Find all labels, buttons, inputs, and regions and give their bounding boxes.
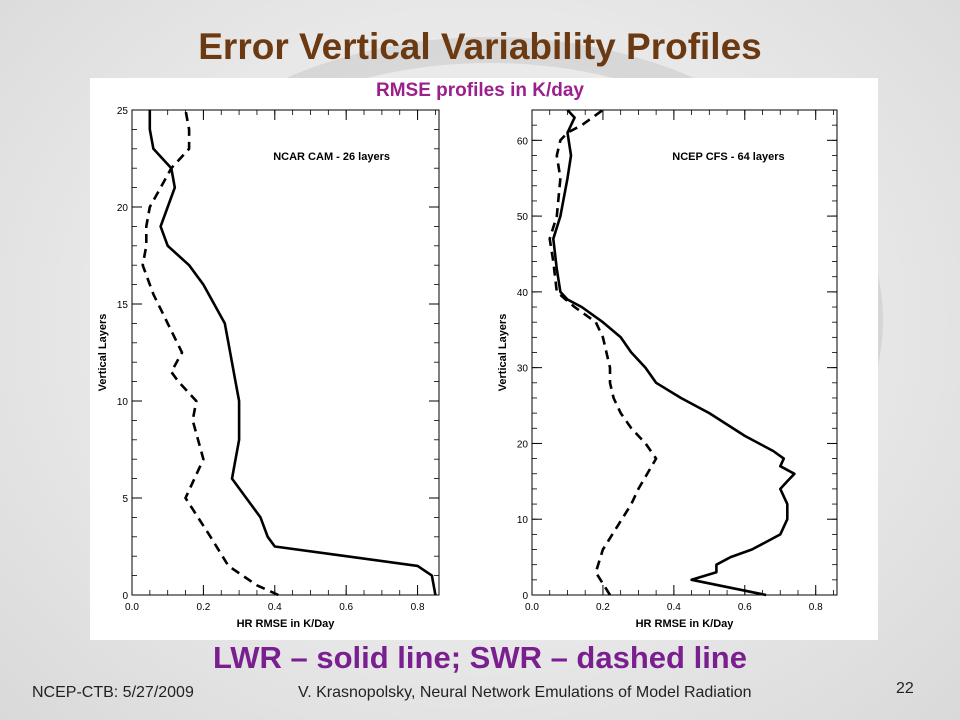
y-tick-label: 20: [517, 439, 529, 450]
y-tick-label: 40: [517, 288, 529, 299]
y-tick-label: 60: [517, 136, 529, 147]
swr-dashed-line: [141, 109, 279, 597]
x-tick-label: 0.0: [125, 602, 139, 613]
y-tick-label: 30: [517, 364, 529, 375]
plot-annotation: NCAR CAM - 26 layers: [273, 151, 390, 163]
x-tick-label: 0.4: [268, 602, 282, 613]
page-number: 22: [896, 680, 914, 697]
x-axis-label: HR RMSE in K/Day: [636, 618, 735, 630]
swr-dashed-line: [548, 108, 658, 596]
y-tick-label: 25: [117, 106, 129, 117]
x-tick-label: 0.2: [196, 602, 210, 613]
plot-frame-2: [531, 109, 838, 596]
x-tick-label: 0.4: [667, 602, 681, 613]
x-tick-label: 0.6: [339, 602, 353, 613]
legend-caption: LWR – solid line; SWR – dashed line: [213, 640, 747, 675]
plot-annotation: NCEP CFS - 64 layers: [672, 151, 784, 163]
y-tick-label: 20: [117, 203, 129, 214]
y-tick-label: 50: [517, 212, 529, 223]
footer-author: V. Krasnopolsky, Neural Network Emulatio…: [298, 684, 752, 701]
y-tick-label: 5: [122, 494, 128, 505]
x-tick-label: 0.6: [738, 602, 752, 613]
x-tick-label: 0.2: [596, 602, 610, 613]
slide-title: Error Vertical Variability Profiles: [198, 26, 762, 67]
chart-subtitle: RMSE profiles in K/day: [376, 80, 584, 101]
y-tick-label: 0: [522, 591, 528, 602]
chart-panel: 0.0 0.2 0.4 0.6 0.8 0 5 10 15 20 25 HR RMSE in K/Da…: [90, 78, 878, 640]
plot-frame-1: [131, 109, 440, 596]
footer-date: NCEP-CTB: 5/27/2009: [32, 684, 194, 701]
lwr-solid-line: [148, 110, 437, 596]
y-tick-label: 0: [122, 591, 128, 602]
chart-canvas: 0.0 0.2 0.4 0.6 0.8 0 5 10 15 20 25 HR RMSE in K/Da…: [97, 106, 838, 630]
y-axis-label: Vertical Layers: [497, 314, 509, 392]
lwr-solid-line: [552, 109, 796, 597]
y-axis-label: Vertical Layers: [97, 314, 109, 392]
y-tick-label: 10: [517, 515, 529, 526]
x-tick-label: 0.8: [411, 602, 425, 613]
x-tick-label: 0.0: [525, 602, 539, 613]
x-tick-label: 0.8: [809, 602, 823, 613]
y-tick-label: 10: [117, 397, 129, 408]
x-axis-label: HR RMSE in K/Day: [237, 618, 336, 630]
y-tick-label: 15: [117, 300, 129, 311]
